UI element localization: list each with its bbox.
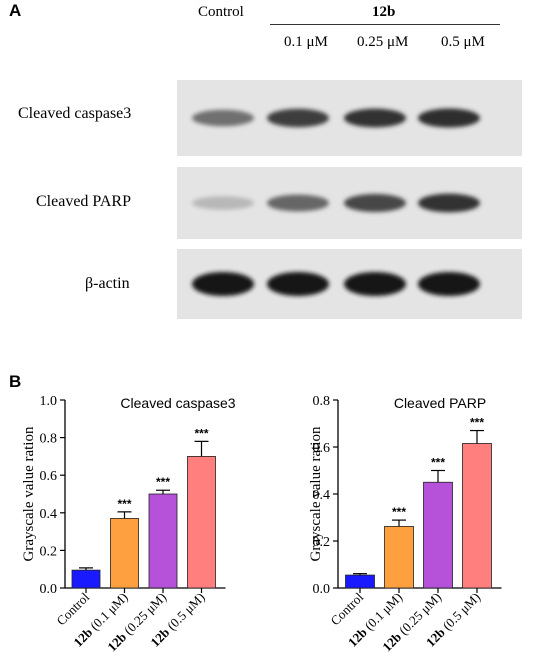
blot-label-actin: β-actin (85, 275, 130, 292)
group-bracket-line (270, 24, 500, 25)
group-label: 12b (372, 4, 396, 20)
blot-band (418, 108, 480, 128)
bar (187, 455, 216, 589)
y-tick-label: 0.2 (313, 535, 331, 550)
bar (462, 443, 492, 589)
bar (71, 569, 101, 589)
blot-band (267, 108, 329, 128)
blot-strip-parp (177, 167, 522, 239)
y-tick-label: 0.8 (313, 394, 331, 409)
significance-label: *** (156, 475, 170, 489)
significance-label: *** (117, 497, 131, 511)
bar (384, 526, 414, 589)
y-tick-label: 0.4 (40, 507, 58, 522)
bar (148, 493, 178, 589)
blot-image-caspase3 (177, 80, 522, 156)
chart-title: Cleaved caspase3 (120, 395, 235, 411)
blot-label-caspase3: Cleaved caspase3 (18, 105, 132, 122)
bar (110, 518, 139, 589)
blot-band (344, 194, 406, 212)
blot-band (418, 193, 480, 213)
blot-label-parp: Cleaved PARP (36, 193, 131, 210)
blot-band (192, 196, 254, 210)
blot-band (267, 272, 329, 296)
panel-a-letter: A (9, 1, 22, 20)
blot-strip-caspase3 (177, 80, 522, 156)
blot-image-parp (177, 167, 522, 239)
blot-image-actin (177, 249, 522, 319)
x-tick-label: Control (327, 589, 366, 628)
y-axis-label: Grayscale value ration (21, 426, 37, 561)
dose-label-2: 0.25 μM (357, 34, 409, 50)
dose-label-1: 0.1 μM (284, 34, 328, 50)
significance-label: *** (431, 456, 445, 470)
significance-label: *** (470, 416, 484, 430)
significance-label: *** (392, 505, 406, 519)
y-tick-label: 0.8 (40, 432, 58, 447)
significance-label: *** (194, 426, 208, 440)
x-tick-label: 12b (0.5 μM) (423, 590, 483, 650)
blot-strip-actin (177, 249, 522, 319)
x-tick-label: 12b (0.1 μM) (345, 590, 405, 650)
blot-band (267, 194, 329, 212)
y-tick-label: 0.0 (313, 582, 331, 597)
panel-b-letter: B (9, 372, 22, 391)
bar (345, 574, 375, 589)
y-tick-label: 0.4 (313, 488, 331, 503)
chart-title: Cleaved PARP (394, 395, 486, 411)
blot-band (418, 272, 480, 296)
y-tick-label: 0.0 (40, 582, 58, 597)
y-tick-label: 1.0 (40, 394, 58, 409)
blot-band (192, 109, 254, 127)
blot-band (344, 108, 406, 128)
y-axis-label: Grayscale value ration (308, 426, 324, 561)
blot-band (192, 272, 254, 296)
dose-label-3: 0.5 μM (441, 34, 485, 50)
control-column-label: Control (198, 4, 244, 20)
y-tick-label: 0.6 (313, 441, 331, 456)
y-tick-label: 0.2 (40, 544, 58, 559)
x-tick-label: 12b (0.25 μM) (379, 590, 444, 655)
bar (423, 481, 453, 589)
blot-band (344, 272, 406, 296)
y-tick-label: 0.6 (40, 469, 58, 484)
